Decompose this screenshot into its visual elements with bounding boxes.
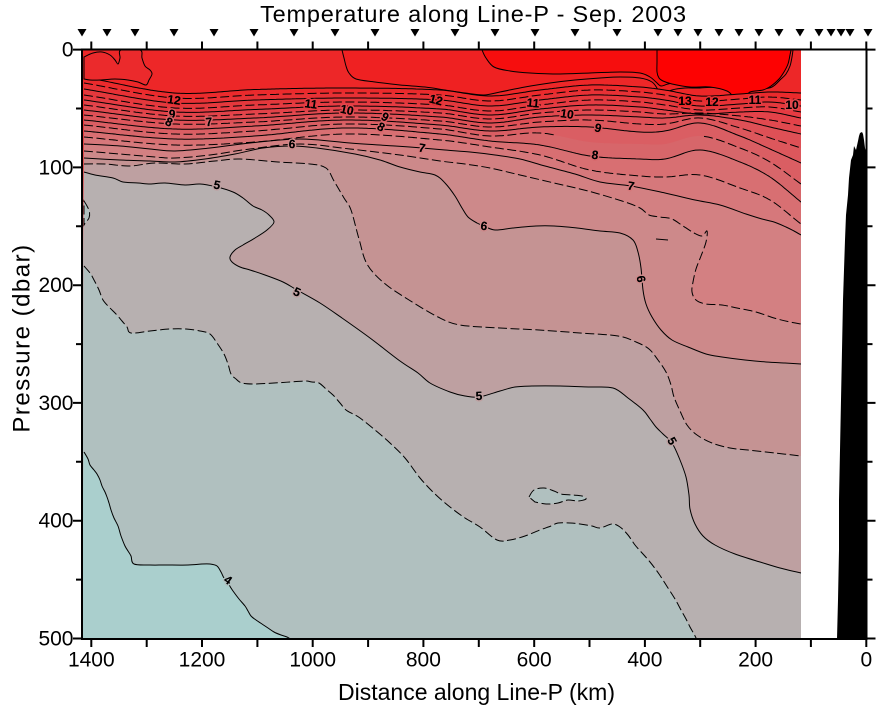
svg-text:Distance along Line-P (km): Distance along Line-P (km) (338, 679, 615, 705)
svg-text:11: 11 (304, 96, 319, 112)
svg-text:100: 100 (38, 156, 73, 179)
svg-text:300: 300 (38, 392, 73, 415)
svg-text:12: 12 (428, 92, 445, 109)
svg-text:5: 5 (475, 389, 483, 403)
svg-text:10: 10 (559, 106, 574, 122)
svg-text:10: 10 (339, 102, 355, 119)
svg-text:12: 12 (166, 92, 181, 108)
svg-text:200: 200 (738, 649, 773, 672)
svg-text:13: 13 (678, 94, 692, 108)
svg-text:7: 7 (417, 141, 426, 156)
svg-text:6: 6 (288, 137, 296, 152)
svg-text:11: 11 (749, 93, 762, 107)
svg-text:12: 12 (428, 92, 445, 109)
svg-text:Pressure (dbar): Pressure (dbar) (9, 243, 36, 432)
svg-text:13: 13 (678, 94, 692, 108)
svg-text:0: 0 (860, 649, 872, 672)
svg-text:9: 9 (168, 107, 176, 122)
svg-text:1200: 1200 (179, 649, 226, 672)
svg-text:10: 10 (785, 98, 799, 112)
svg-text:12: 12 (705, 95, 719, 109)
svg-text:200: 200 (38, 274, 73, 297)
svg-text:1000: 1000 (289, 649, 336, 672)
svg-text:7: 7 (626, 179, 635, 194)
svg-text:10: 10 (339, 102, 355, 119)
svg-text:7: 7 (205, 115, 213, 130)
svg-text:12: 12 (705, 95, 719, 109)
svg-text:10: 10 (785, 98, 799, 112)
svg-text:11: 11 (526, 95, 540, 110)
svg-text:400: 400 (627, 649, 662, 672)
svg-text:Temperature along Line-P - Sep: Temperature along Line-P - Sep. 2003 (260, 1, 687, 27)
svg-text:6: 6 (288, 137, 296, 152)
svg-text:9: 9 (168, 107, 176, 122)
svg-text:11: 11 (749, 93, 762, 107)
svg-text:12: 12 (166, 92, 181, 108)
svg-text:400: 400 (38, 510, 73, 533)
svg-text:6: 6 (480, 219, 489, 234)
svg-text:8: 8 (591, 148, 600, 163)
svg-text:6: 6 (634, 274, 649, 283)
svg-text:7: 7 (205, 115, 213, 130)
svg-text:5: 5 (475, 389, 483, 403)
svg-text:0: 0 (62, 39, 74, 62)
svg-text:11: 11 (526, 95, 540, 110)
svg-text:1400: 1400 (68, 649, 115, 672)
svg-text:500: 500 (38, 628, 73, 651)
svg-text:800: 800 (406, 649, 441, 672)
svg-text:5: 5 (212, 177, 222, 192)
svg-text:8: 8 (591, 148, 600, 163)
svg-text:11: 11 (304, 96, 319, 112)
svg-text:10: 10 (559, 106, 574, 122)
svg-text:6: 6 (480, 219, 489, 234)
svg-text:9: 9 (593, 120, 603, 135)
svg-text:600: 600 (517, 649, 552, 672)
